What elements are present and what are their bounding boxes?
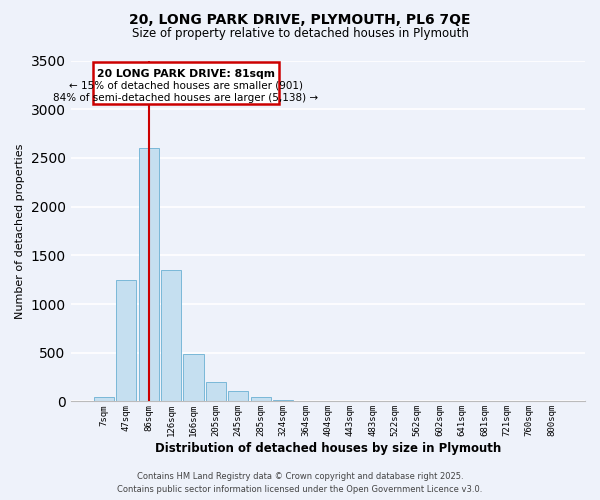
Bar bbox=[184, 354, 203, 402]
Bar bbox=[139, 148, 159, 402]
Bar bbox=[206, 382, 226, 402]
X-axis label: Distribution of detached houses by size in Plymouth: Distribution of detached houses by size … bbox=[155, 442, 501, 455]
Text: Size of property relative to detached houses in Plymouth: Size of property relative to detached ho… bbox=[131, 28, 469, 40]
Text: 84% of semi-detached houses are larger (5,138) →: 84% of semi-detached houses are larger (… bbox=[53, 92, 318, 102]
Y-axis label: Number of detached properties: Number of detached properties bbox=[15, 144, 25, 318]
Text: 20, LONG PARK DRIVE, PLYMOUTH, PL6 7QE: 20, LONG PARK DRIVE, PLYMOUTH, PL6 7QE bbox=[129, 12, 471, 26]
FancyBboxPatch shape bbox=[93, 62, 278, 104]
Bar bbox=[228, 390, 248, 402]
Text: 20 LONG PARK DRIVE: 81sqm: 20 LONG PARK DRIVE: 81sqm bbox=[97, 69, 275, 79]
Bar bbox=[251, 397, 271, 402]
Bar bbox=[116, 280, 136, 402]
Bar bbox=[161, 270, 181, 402]
Bar bbox=[295, 401, 316, 402]
Text: Contains HM Land Registry data © Crown copyright and database right 2025.
Contai: Contains HM Land Registry data © Crown c… bbox=[118, 472, 482, 494]
Bar bbox=[94, 396, 114, 402]
Bar bbox=[273, 400, 293, 402]
Text: ← 15% of detached houses are smaller (901): ← 15% of detached houses are smaller (90… bbox=[68, 81, 302, 91]
